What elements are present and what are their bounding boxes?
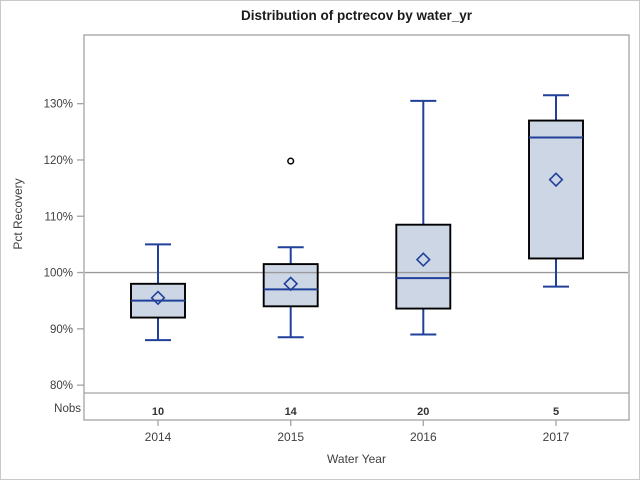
boxplot-2014-mean-marker — [150, 290, 166, 306]
nobs-value-2016: 20 — [417, 406, 429, 418]
plot-frame — [83, 34, 630, 421]
y-tick-label: 110% — [44, 211, 73, 223]
boxplot-2017-mean-marker — [548, 172, 564, 188]
y-tick-label: 90% — [50, 324, 73, 336]
box-fill-2017 — [529, 120, 583, 259]
nobs-value-2014: 10 — [152, 406, 164, 418]
y-tick-label: 100% — [44, 268, 73, 280]
boxplot-2015-outlier-marker — [287, 157, 295, 165]
x-tick-label: 2017 — [543, 430, 570, 444]
nobs-value-2015: 14 — [285, 406, 298, 418]
boxplot-2015-mean-marker — [283, 276, 299, 292]
x-tick-label: 2014 — [145, 430, 172, 444]
boxplot-2017-border — [528, 119, 584, 260]
box-fill-2015 — [263, 264, 318, 307]
y-tick-label: 120% — [44, 155, 73, 167]
x-tick-label: 2015 — [277, 430, 304, 444]
boxplot-2016-mean-marker — [415, 252, 431, 268]
y-tick-label: 130% — [44, 99, 73, 111]
x-tick-label: 2016 — [410, 430, 437, 444]
boxplot-2015-border — [262, 263, 319, 308]
nobs-value-2017: 5 — [553, 406, 559, 418]
boxplot-2016-border — [395, 223, 452, 310]
y-tick-label: 80% — [50, 380, 73, 392]
nobs-row-label: Nobs — [54, 403, 81, 415]
x-axis-title: Water Year — [327, 452, 386, 466]
chart-title: Distribution of pctrecov by water_yr — [240, 8, 473, 23]
